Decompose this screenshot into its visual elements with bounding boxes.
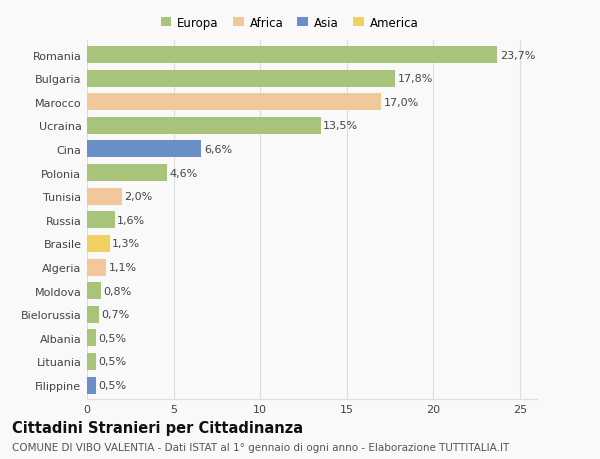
Bar: [87, 71, 395, 88]
Bar: [87, 235, 110, 252]
Bar: [87, 118, 320, 134]
Bar: [87, 259, 106, 276]
Text: 0,5%: 0,5%: [98, 333, 127, 343]
Text: 23,7%: 23,7%: [500, 50, 535, 61]
Bar: [87, 94, 381, 111]
Bar: [87, 353, 95, 370]
Bar: [87, 165, 167, 182]
Text: 0,5%: 0,5%: [98, 380, 127, 390]
Text: 1,3%: 1,3%: [112, 239, 140, 249]
Text: 0,7%: 0,7%: [102, 309, 130, 319]
Text: 1,1%: 1,1%: [109, 263, 137, 273]
Bar: [87, 306, 99, 323]
Text: 4,6%: 4,6%: [169, 168, 197, 178]
Text: 17,8%: 17,8%: [398, 74, 433, 84]
Bar: [87, 47, 497, 64]
Bar: [87, 330, 95, 347]
Text: 2,0%: 2,0%: [124, 192, 152, 202]
Bar: [87, 377, 95, 394]
Bar: [87, 188, 122, 205]
Bar: [87, 282, 101, 299]
Text: 0,8%: 0,8%: [103, 286, 131, 296]
Text: 0,5%: 0,5%: [98, 357, 127, 367]
Bar: [87, 141, 201, 158]
Text: 17,0%: 17,0%: [384, 98, 419, 107]
Text: 13,5%: 13,5%: [323, 121, 358, 131]
Bar: [87, 212, 115, 229]
Text: Cittadini Stranieri per Cittadinanza: Cittadini Stranieri per Cittadinanza: [12, 420, 303, 435]
Text: 6,6%: 6,6%: [204, 145, 232, 155]
Text: COMUNE DI VIBO VALENTIA - Dati ISTAT al 1° gennaio di ogni anno - Elaborazione T: COMUNE DI VIBO VALENTIA - Dati ISTAT al …: [12, 442, 509, 452]
Legend: Europa, Africa, Asia, America: Europa, Africa, Asia, America: [158, 14, 421, 32]
Text: 1,6%: 1,6%: [117, 215, 145, 225]
